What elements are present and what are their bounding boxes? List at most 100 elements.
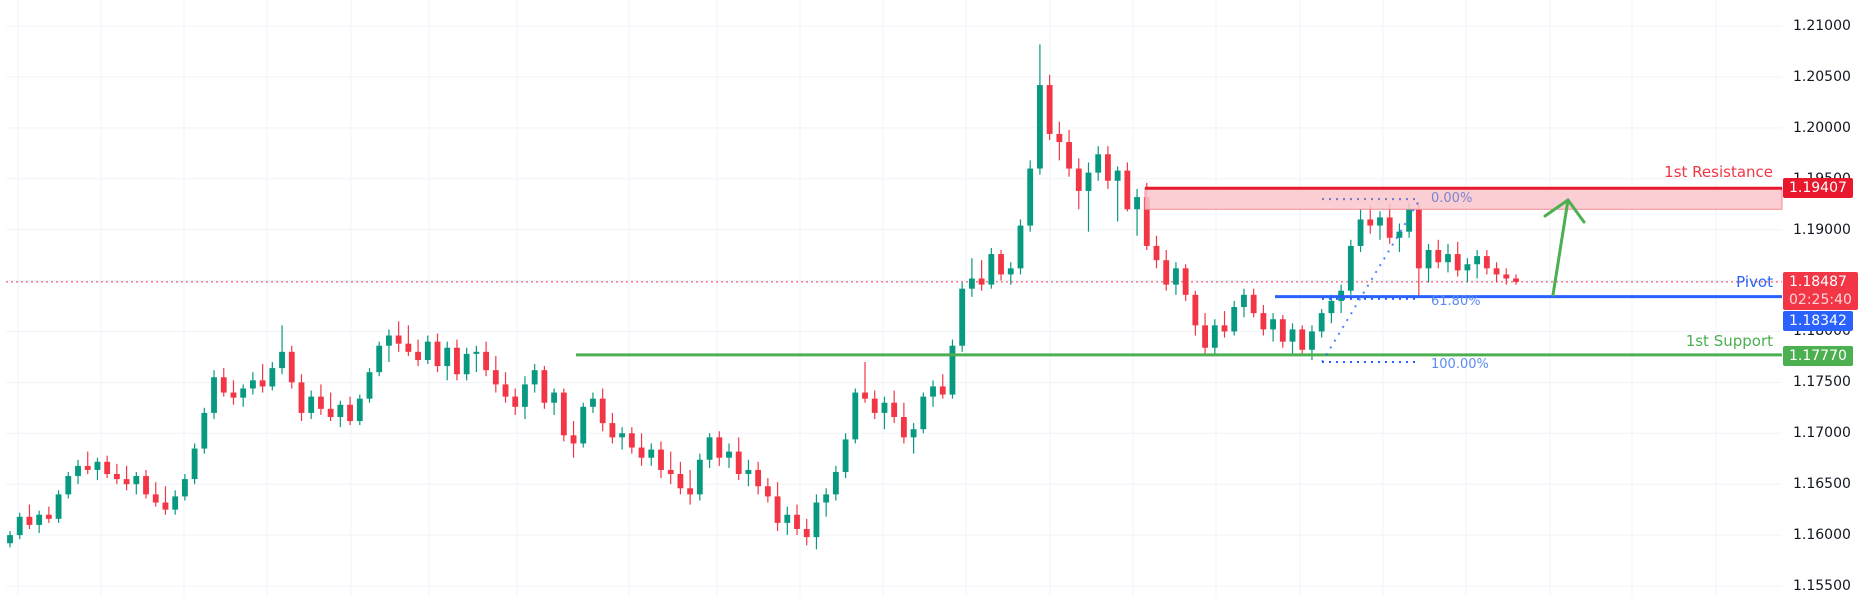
- candle-body: [1493, 268, 1500, 275]
- candle-body: [832, 471, 839, 495]
- candle-down: [512, 388, 519, 415]
- candle-body: [308, 396, 315, 413]
- candle-body: [764, 486, 771, 497]
- candle-up: [1396, 223, 1403, 253]
- candle-up: [813, 494, 820, 550]
- candle-body: [930, 386, 936, 397]
- candle-up: [1425, 243, 1432, 283]
- candle-up: [1377, 211, 1383, 240]
- candle-up: [823, 488, 830, 517]
- candle-down: [658, 441, 664, 479]
- candle-body: [181, 479, 188, 497]
- candle-down: [687, 469, 694, 505]
- candle-down: [415, 339, 421, 367]
- candle-body: [230, 392, 237, 398]
- candle-down: [1279, 315, 1286, 348]
- candle-body: [696, 459, 703, 495]
- price-axis-tick: 1.19000: [1793, 221, 1851, 238]
- candle-up: [463, 347, 470, 381]
- candle-down: [318, 384, 324, 415]
- candle-up: [1085, 162, 1092, 232]
- candle-body: [541, 370, 548, 403]
- candle-up: [65, 471, 72, 499]
- candle-up: [1270, 313, 1277, 342]
- candle-body: [337, 404, 344, 417]
- candle-body: [327, 408, 334, 417]
- candle-up: [1347, 239, 1354, 295]
- candle-down: [609, 412, 616, 444]
- price-axis-tick: 1.17000: [1793, 425, 1851, 442]
- candle-body: [590, 398, 596, 407]
- candle-body: [735, 451, 742, 475]
- candle-body: [366, 372, 373, 399]
- candle-body: [473, 351, 480, 354]
- candle-body: [900, 416, 907, 438]
- candle-body: [1027, 168, 1034, 226]
- candle-down: [764, 478, 771, 503]
- candle-body: [1513, 278, 1519, 282]
- candle-body: [279, 351, 285, 369]
- candle-body: [862, 392, 868, 399]
- candle-body: [988, 254, 995, 285]
- candle-down: [502, 372, 509, 403]
- candle-body: [1163, 260, 1170, 285]
- candle-body: [172, 496, 179, 510]
- candle-body: [26, 516, 33, 525]
- candle-body: [580, 406, 587, 444]
- candle-down: [230, 380, 237, 405]
- candle-body: [434, 341, 441, 367]
- candle-body: [55, 494, 62, 519]
- candle-body: [1250, 294, 1257, 314]
- candle-body: [152, 494, 159, 503]
- candle-up: [366, 368, 373, 403]
- candle-down: [104, 455, 111, 479]
- candle-up: [1241, 288, 1247, 318]
- candle-body: [1483, 256, 1490, 269]
- candle-up: [269, 362, 276, 391]
- candle-body: [726, 451, 732, 458]
- candle-down: [1163, 250, 1170, 291]
- candle-body: [706, 437, 713, 460]
- candle-body: [1173, 268, 1179, 285]
- candle-up: [706, 433, 713, 468]
- candle-down: [735, 437, 742, 481]
- candle-body: [978, 278, 985, 285]
- candle-up: [1036, 44, 1043, 175]
- candle-body: [1328, 300, 1335, 314]
- price-axis-tick: 1.16500: [1793, 476, 1851, 493]
- candle-up: [726, 443, 732, 468]
- bar-countdown: 02:25:40: [1789, 292, 1852, 308]
- fib-level-618-label: 61.80%: [1431, 294, 1481, 309]
- candle-down: [1075, 158, 1082, 210]
- candle-body: [1046, 85, 1053, 134]
- candle-body: [784, 514, 791, 523]
- candle-up: [1007, 262, 1014, 285]
- candle-up: [1231, 300, 1238, 336]
- candle-body: [949, 345, 956, 395]
- candle-up: [832, 465, 839, 501]
- candle-down: [1182, 264, 1189, 301]
- candle-up: [473, 345, 480, 373]
- candle-down: [434, 333, 441, 373]
- candle-body: [522, 384, 528, 407]
- arrowhead-icon: [1543, 198, 1586, 224]
- candle-body: [1182, 268, 1189, 295]
- candle-down: [1046, 74, 1053, 141]
- candle-body: [220, 377, 227, 393]
- candle-body: [1085, 172, 1092, 191]
- candle-down: [113, 463, 120, 485]
- candle-down: [794, 504, 800, 536]
- candle-down: [454, 339, 460, 381]
- candle-body: [162, 502, 169, 510]
- candle-body: [386, 335, 392, 346]
- candle-down: [677, 461, 684, 495]
- price-axis-tick: 1.21000: [1793, 18, 1851, 34]
- candle-up: [201, 407, 208, 454]
- candle-down: [152, 482, 159, 507]
- candle-body: [1396, 231, 1403, 238]
- support-price-badge: 1.17770: [1783, 346, 1853, 366]
- candle-body: [143, 476, 149, 495]
